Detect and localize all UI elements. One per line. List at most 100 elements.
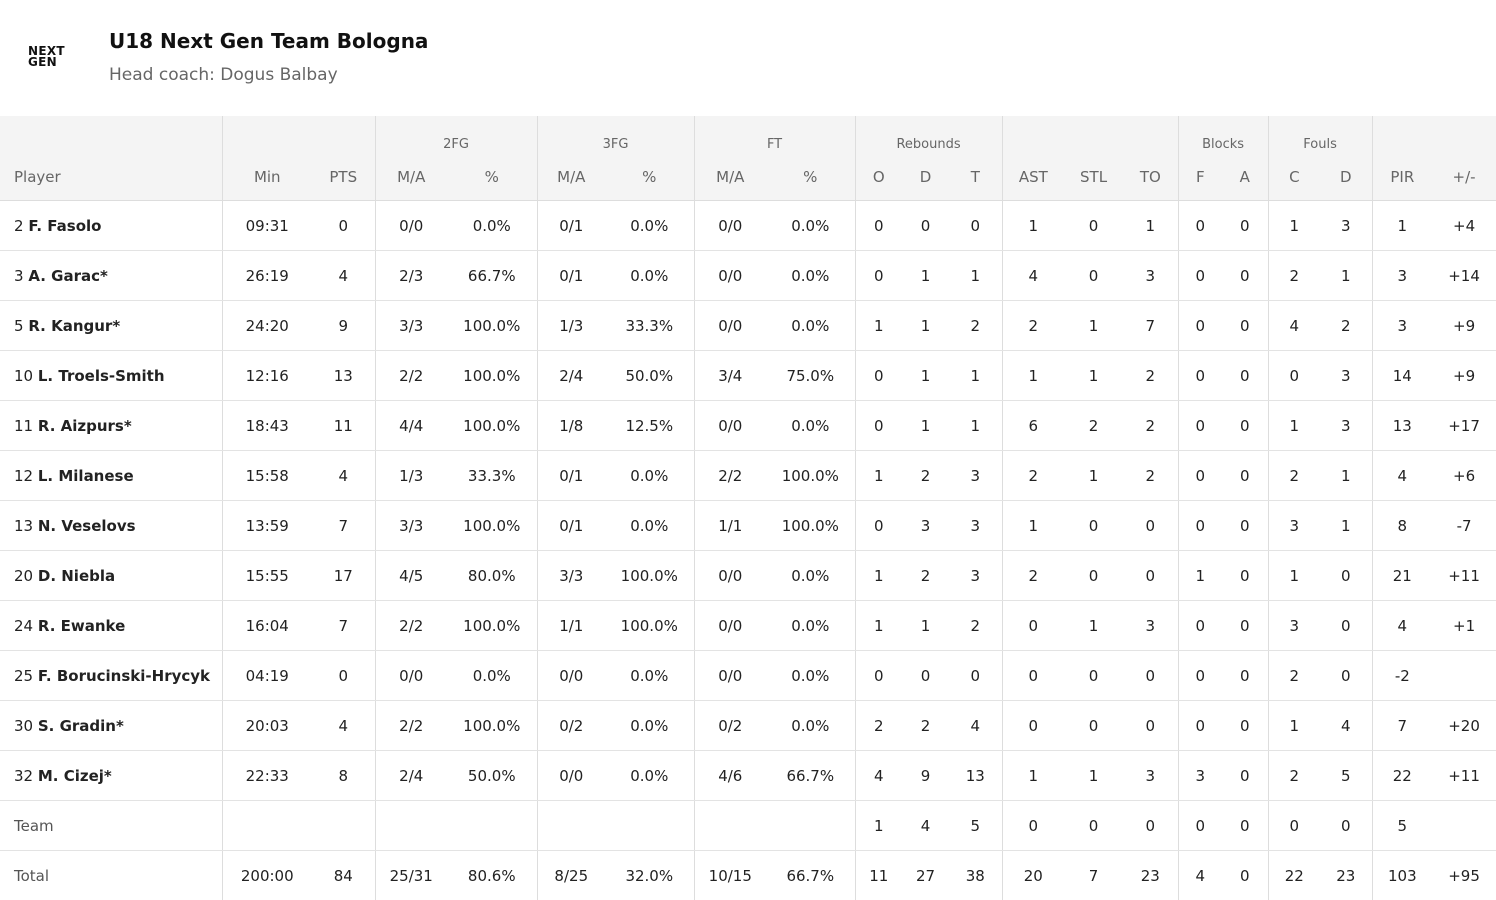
cell-ft-pct: 0.0% — [766, 251, 855, 301]
cell-reb-d: 3 — [902, 501, 949, 551]
player-cell: 20 D. Niebla — [0, 551, 222, 601]
player-cell: 13 N. Veselovs — [0, 501, 222, 551]
cell-blk-f: 0 — [1178, 351, 1222, 401]
cell-plus-minus: +9 — [1432, 301, 1496, 351]
cell-2fg-pct: 80.0% — [447, 551, 537, 601]
cell-foul-d: 5 — [1320, 751, 1372, 801]
cell-min: 15:55 — [222, 551, 312, 601]
cell-min: 20:03 — [222, 701, 312, 751]
cell-3fg-ma: 0/0 — [537, 751, 605, 801]
cell-2fg-ma — [375, 801, 447, 851]
player-name[interactable]: N. Veselovs — [38, 517, 136, 535]
cell-pts: 4 — [312, 251, 375, 301]
cell-reb-d: 0 — [902, 651, 949, 701]
cell-ft-ma: 0/0 — [694, 601, 766, 651]
header-ft-ma: M/A — [694, 154, 766, 201]
cell-blk-f: 0 — [1178, 201, 1222, 251]
cell-3fg-pct: 0.0% — [605, 701, 694, 751]
cell-3fg-ma: 3/3 — [537, 551, 605, 601]
player-name[interactable]: F. Borucinski-Hrycyk — [38, 667, 210, 685]
cell-plus-minus: +4 — [1432, 201, 1496, 251]
cell-reb-t: 0 — [949, 201, 1002, 251]
cell-reb-o: 1 — [855, 451, 902, 501]
player-name[interactable]: R. Aizpurs* — [38, 417, 132, 435]
cell-plus-minus — [1432, 651, 1496, 701]
cell-stl: 0 — [1064, 251, 1123, 301]
group-2fg: 2FG — [375, 116, 537, 154]
cell-foul-c: 1 — [1268, 551, 1320, 601]
cell-ast: 0 — [1002, 701, 1064, 751]
cell-plus-minus: -7 — [1432, 501, 1496, 551]
cell-2fg-ma: 0/0 — [375, 651, 447, 701]
player-name[interactable]: M. Cizej* — [38, 767, 112, 785]
cell-reb-d: 1 — [902, 301, 949, 351]
cell-ast: 2 — [1002, 451, 1064, 501]
cell-pts: 4 — [312, 451, 375, 501]
player-number: 13 — [14, 517, 33, 535]
player-number: 30 — [14, 717, 33, 735]
cell-stl: 0 — [1064, 701, 1123, 751]
cell-to: 1 — [1123, 201, 1178, 251]
cell-foul-c: 3 — [1268, 501, 1320, 551]
cell-3fg-ma: 2/4 — [537, 351, 605, 401]
cell-to: 0 — [1123, 701, 1178, 751]
cell-blk-a: 0 — [1222, 401, 1268, 451]
column-group-row: 2FG 3FG FT Rebounds Blocks Fouls — [0, 116, 1496, 154]
cell-min: 12:16 — [222, 351, 312, 401]
cell-2fg-ma: 1/3 — [375, 451, 447, 501]
cell-3fg-ma: 1/3 — [537, 301, 605, 351]
head-coach: Head coach: Dogus Balbay — [109, 65, 338, 85]
player-number: 5 — [14, 317, 24, 335]
cell-plus-minus: +6 — [1432, 451, 1496, 501]
cell-blk-a: 0 — [1222, 501, 1268, 551]
cell-blk-f: 0 — [1178, 501, 1222, 551]
cell-reb-o: 2 — [855, 701, 902, 751]
cell-reb-o: 1 — [855, 601, 902, 651]
cell-foul-c: 2 — [1268, 251, 1320, 301]
player-name[interactable]: D. Niebla — [38, 567, 115, 585]
cell-foul-d: 0 — [1320, 551, 1372, 601]
cell-3fg-pct: 0.0% — [605, 651, 694, 701]
header-pir: PIR — [1372, 154, 1432, 201]
cell-2fg-ma: 4/5 — [375, 551, 447, 601]
cell-pts: 7 — [312, 501, 375, 551]
player-name[interactable]: L. Milanese — [38, 467, 134, 485]
cell-blk-a: 0 — [1222, 551, 1268, 601]
cell-plus-minus: +11 — [1432, 551, 1496, 601]
cell-ft-pct: 0.0% — [766, 301, 855, 351]
cell-3fg-ma: 1/8 — [537, 401, 605, 451]
player-name[interactable]: L. Troels-Smith — [38, 367, 165, 385]
cell-reb-d: 0 — [902, 201, 949, 251]
cell-min: 13:59 — [222, 501, 312, 551]
cell-reb-o: 0 — [855, 251, 902, 301]
cell-min: 24:20 — [222, 301, 312, 351]
cell-plus-minus: +14 — [1432, 251, 1496, 301]
cell-to: 0 — [1123, 801, 1178, 851]
player-name[interactable]: A. Garac* — [28, 267, 108, 285]
cell-2fg-ma: 2/2 — [375, 601, 447, 651]
cell-pts: 17 — [312, 551, 375, 601]
player-name[interactable]: S. Gradin* — [38, 717, 124, 735]
player-number: 3 — [14, 267, 24, 285]
cell-pir: 4 — [1372, 451, 1432, 501]
cell-to: 0 — [1123, 651, 1178, 701]
cell-foul-d: 2 — [1320, 301, 1372, 351]
player-name[interactable]: F. Fasolo — [28, 217, 101, 235]
cell-plus-minus: +11 — [1432, 751, 1496, 801]
cell-blk-f: 0 — [1178, 251, 1222, 301]
cell-blk-f: 0 — [1178, 701, 1222, 751]
cell-foul-c: 3 — [1268, 601, 1320, 651]
player-cell: 5 R. Kangur* — [0, 301, 222, 351]
cell-ft-pct: 100.0% — [766, 501, 855, 551]
cell-pts — [312, 801, 375, 851]
player-name[interactable]: R. Kangur* — [28, 317, 120, 335]
player-name[interactable]: R. Ewanke — [38, 617, 125, 635]
